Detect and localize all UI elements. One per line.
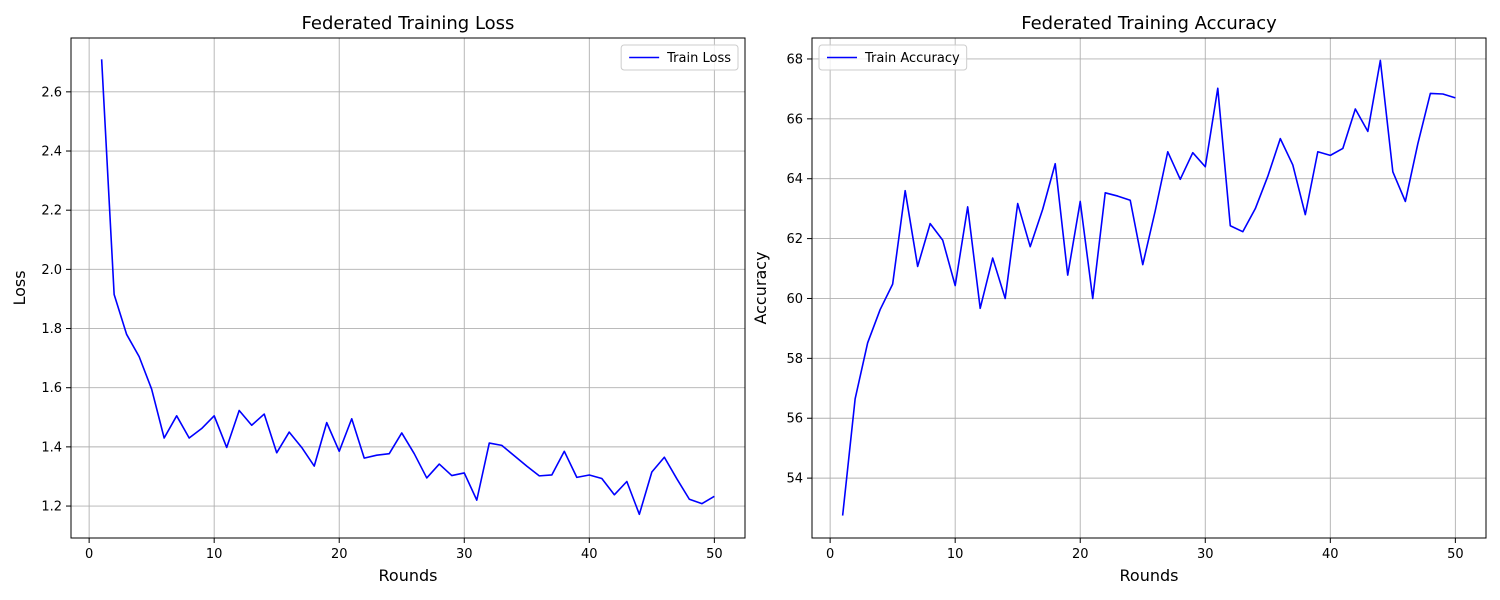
x-tick-label: 10 bbox=[947, 547, 964, 562]
x-tick-label: 30 bbox=[1197, 547, 1214, 562]
y-tick-label: 1.2 bbox=[41, 500, 62, 515]
y-axis-label: Accuracy bbox=[751, 251, 770, 324]
x-tick-label: 50 bbox=[706, 547, 723, 562]
series-line-1 bbox=[100, 59, 715, 516]
y-tick-label: 1.8 bbox=[41, 322, 62, 337]
x-axis-label: Rounds bbox=[1120, 566, 1179, 585]
y-tick-label: 2.4 bbox=[41, 145, 62, 160]
x-tick-label: 20 bbox=[331, 547, 348, 562]
legend: Train Loss bbox=[620, 44, 739, 71]
legend: Train Accuracy bbox=[818, 44, 968, 71]
chart-panel-1: 0 10 20 30 40 50 1.2 1.4 1.6 1.8 2.0 2.2 2.4 2.6 Feder… bbox=[10, 13, 746, 585]
y-tick-label: 2.2 bbox=[41, 204, 62, 219]
x-tick-label: 40 bbox=[581, 547, 598, 562]
legend-label: Train Loss bbox=[666, 51, 731, 66]
y-tick-label: 56 bbox=[786, 412, 803, 427]
legend-box bbox=[818, 44, 968, 71]
y-tick-label: 64 bbox=[786, 172, 803, 187]
chart-title: Federated Training Loss bbox=[302, 13, 515, 34]
legend-box bbox=[620, 44, 739, 71]
y-tick-label: 68 bbox=[786, 52, 803, 67]
y-tick-label: 58 bbox=[786, 352, 803, 367]
chart-panel-2: 0 10 20 30 40 50 54 56 58 60 62 64 66 68 Federated Tra… bbox=[751, 13, 1487, 585]
x-tick-label: 0 bbox=[85, 547, 93, 562]
x-tick-label: 0 bbox=[826, 547, 834, 562]
plot-frame bbox=[70, 37, 746, 539]
x-tick-label: 40 bbox=[1322, 547, 1339, 562]
y-tick-label: 2.0 bbox=[41, 263, 62, 278]
y-tick-label: 1.6 bbox=[41, 381, 62, 396]
y-axis-label: Loss bbox=[10, 270, 29, 305]
plot-frame bbox=[811, 37, 1487, 539]
x-tick-label: 30 bbox=[456, 547, 473, 562]
y-tick-label: 1.4 bbox=[41, 440, 62, 455]
y-tick-label: 62 bbox=[786, 232, 803, 247]
y-tick-label: 60 bbox=[786, 292, 803, 307]
x-axis-label: Rounds bbox=[379, 566, 438, 585]
chart-title: Federated Training Accuracy bbox=[1021, 13, 1277, 34]
x-tick-label: 20 bbox=[1072, 547, 1089, 562]
y-tick-label: 54 bbox=[786, 472, 803, 487]
legend-label: Train Accuracy bbox=[864, 51, 960, 66]
x-tick-label: 10 bbox=[206, 547, 223, 562]
series-line-1 bbox=[841, 59, 1456, 516]
x-tick-label: 50 bbox=[1447, 547, 1464, 562]
y-tick-label: 2.6 bbox=[41, 85, 62, 100]
y-tick-label: 66 bbox=[786, 112, 803, 127]
